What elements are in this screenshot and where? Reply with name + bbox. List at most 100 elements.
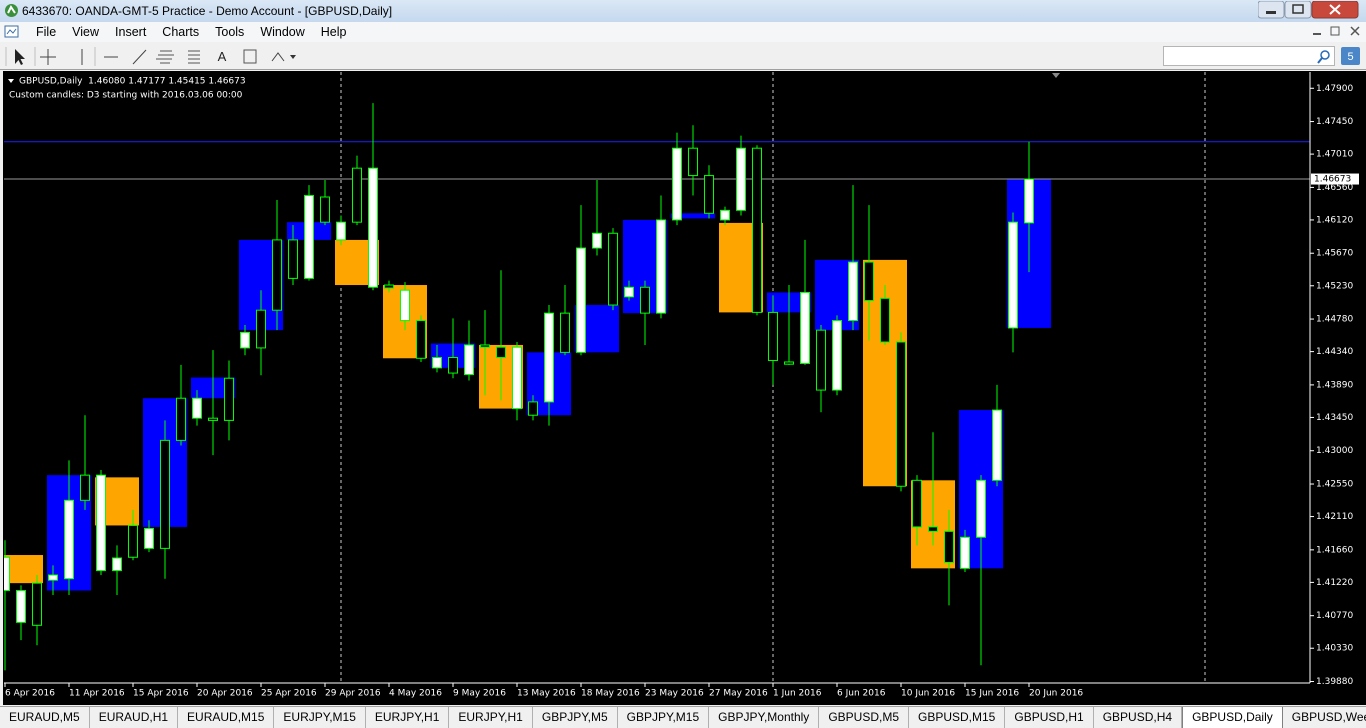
candle-body: [80, 474, 90, 501]
candle-body: [240, 331, 250, 349]
candle-body: [960, 536, 970, 569]
svg-text:5: 5: [1347, 51, 1353, 63]
menu-item[interactable]: File: [36, 25, 57, 39]
y-tick-label: 1.45230: [1316, 281, 1353, 291]
candle-body: [992, 409, 1002, 481]
y-tick-label: 1.44780: [1316, 315, 1353, 325]
candle-body: [720, 209, 730, 221]
chart-tab[interactable]: GBPUSD,H4: [1094, 707, 1183, 728]
candle-body: [896, 341, 906, 487]
candle-body: [32, 582, 42, 626]
menu-item[interactable]: Charts: [162, 25, 200, 39]
y-tick-label: 1.46120: [1316, 215, 1353, 225]
toolbar-icons[interactable]: A: [0, 43, 310, 70]
candle-body: [288, 239, 298, 279]
candle-body: [1024, 178, 1034, 224]
candle-body: [784, 361, 794, 365]
candle-body: [208, 417, 218, 421]
y-tick-label: 1.47900: [1316, 84, 1353, 94]
menu-item[interactable]: View: [72, 25, 100, 39]
chart-tab[interactable]: GBPJPY,M15: [618, 707, 710, 728]
candle-body: [176, 397, 186, 441]
chart-tab[interactable]: EURAUD,M5: [0, 707, 90, 728]
chart-tab[interactable]: GBPUSD,M5: [819, 707, 909, 728]
chart-tab[interactable]: EURAUD,H1: [90, 707, 179, 728]
candle-body: [528, 401, 538, 416]
menu-item[interactable]: Window: [260, 25, 305, 39]
title-bar: 6433670: OANDA-GMT-5 Practice - Demo Acc…: [0, 0, 1366, 22]
candle-body: [928, 526, 938, 532]
menu-bar: File View Insert Charts Tools Window Help: [0, 22, 1366, 42]
candle-body: [192, 397, 202, 419]
y-tick-label: 1.40330: [1316, 644, 1353, 654]
chart-tab[interactable]: GBPUSD,H1: [1005, 707, 1094, 728]
menu-item[interactable]: Insert: [115, 25, 147, 39]
window-controls[interactable]: [1258, 1, 1364, 20]
x-tick-label: 15 Apr 2016: [133, 689, 189, 699]
x-tick-label: 1 Jun 2016: [773, 689, 822, 699]
candle-body: [256, 309, 266, 349]
candle-body: [320, 196, 330, 223]
chart-tab[interactable]: EURAUD,M15: [178, 707, 275, 728]
y-tick-label: 1.42550: [1316, 480, 1353, 490]
candle-body: [672, 147, 682, 221]
chart-tab[interactable]: EURJPY,M15: [274, 707, 366, 728]
menu-item[interactable]: Help: [320, 25, 347, 39]
chart-tab[interactable]: EURJPY,H1: [366, 707, 450, 728]
chart-tab[interactable]: GBPUSD,Daily: [1182, 707, 1283, 728]
x-tick-label: 15 Jun 2016: [965, 689, 1019, 699]
candle-body: [224, 377, 234, 421]
chart-tab[interactable]: GBPJPY,Monthly: [709, 707, 820, 728]
candle-body: [656, 219, 666, 314]
candle-body: [768, 311, 778, 361]
candle-body: [736, 147, 746, 211]
y-tick-label: 1.41220: [1316, 578, 1353, 588]
chart-header: GBPUSD,Daily 1.46080 1.47177 1.45415 1.4…: [19, 77, 246, 87]
candle-body: [64, 499, 74, 580]
y-tick-label: 1.47010: [1316, 150, 1353, 160]
candle-body: [576, 247, 586, 353]
candle-body: [352, 167, 362, 223]
candle-body: [1008, 221, 1018, 329]
search-box[interactable]: [1163, 46, 1335, 66]
candle-body: [336, 221, 346, 241]
chart-tab[interactable]: GBPUSD,M15: [909, 707, 1006, 728]
candle-body: [384, 284, 394, 289]
x-tick-label: 11 Apr 2016: [69, 689, 125, 699]
chart-shift-marker[interactable]: [1052, 73, 1060, 78]
chart-tab[interactable]: EURJPY,H1: [449, 707, 533, 728]
x-tick-label: 27 May 2016: [709, 689, 768, 699]
candle-body: [816, 329, 826, 391]
candle-body: [624, 286, 634, 298]
bid-label: 1.46673: [1314, 175, 1351, 185]
x-tick-label: 9 May 2016: [453, 689, 506, 699]
x-tick-label: 18 May 2016: [581, 689, 640, 699]
y-tick-label: 1.46560: [1316, 183, 1353, 193]
doc-icon: [4, 25, 19, 38]
chart-tabs: EURAUD,M5 EURAUD,H1 EURAUD,M15 EURJPY,M15 EU…: [0, 706, 1366, 728]
search-icon[interactable]: [1316, 49, 1332, 65]
chart-tab[interactable]: GBPJPY,M5: [533, 707, 618, 728]
window-title: 6433670: OANDA-GMT-5 Practice - Demo Acc…: [22, 4, 393, 18]
candle-body: [416, 320, 426, 359]
x-tick-label: 23 May 2016: [645, 689, 704, 699]
app-icon: [5, 4, 18, 17]
y-tick-label: 1.43450: [1316, 413, 1353, 423]
candle-body: [128, 524, 138, 558]
candle-body: [432, 357, 442, 369]
candle-body: [560, 312, 570, 353]
x-tick-label: 10 Jun 2016: [901, 689, 955, 699]
mdi-controls[interactable]: [1310, 24, 1366, 40]
text-tool[interactable]: A: [218, 49, 227, 64]
chart-tab[interactable]: GBPUSD,Wee: [1283, 707, 1366, 728]
candle-body: [112, 557, 122, 572]
y-tick-label: 1.42110: [1316, 512, 1353, 522]
candle-body: [96, 474, 106, 572]
y-tick-label: 1.47450: [1316, 117, 1353, 127]
x-tick-label: 20 Jun 2016: [1029, 689, 1083, 699]
y-tick-label: 1.45670: [1316, 249, 1353, 259]
chat-icon[interactable]: 5: [1340, 46, 1361, 66]
candle-body: [544, 312, 554, 403]
x-tick-label: 20 Apr 2016: [197, 689, 253, 699]
menu-item[interactable]: Tools: [215, 25, 245, 39]
